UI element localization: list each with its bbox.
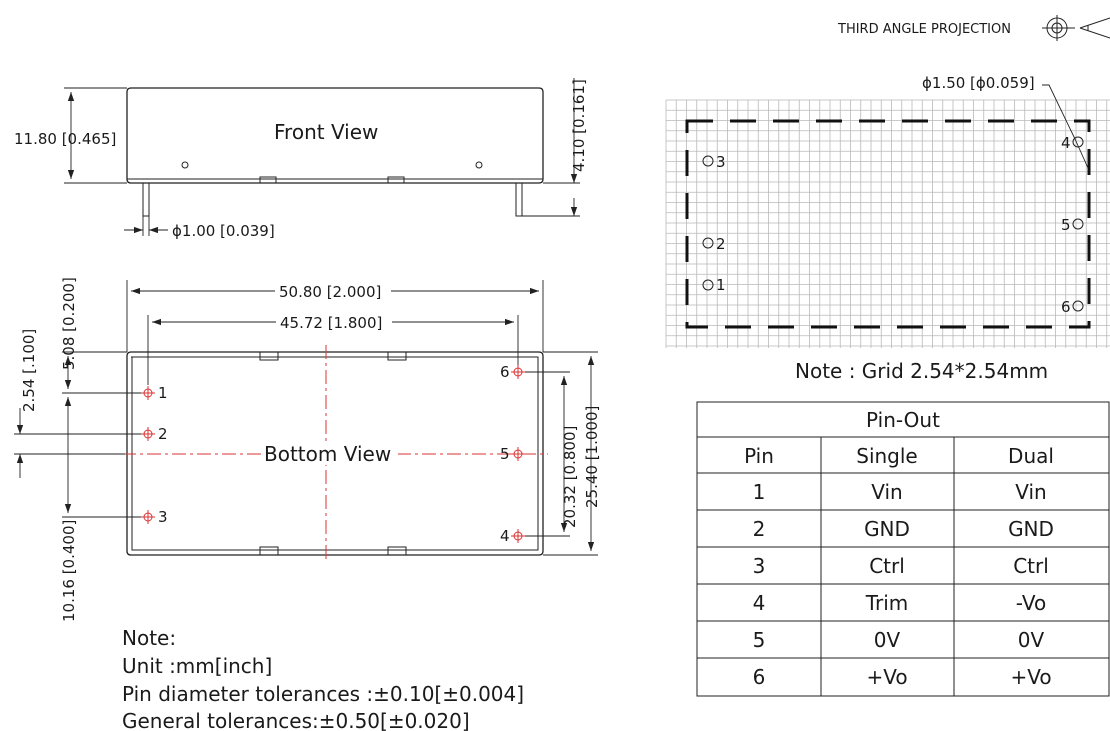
bottom-pin-2: 2	[141, 425, 168, 443]
projection-label: THIRD ANGLE PROJECTION	[837, 22, 1011, 37]
pinout-cell: 5	[753, 628, 766, 652]
front-pin-right	[515, 182, 523, 217]
grid-hole-5: 5	[1061, 216, 1084, 234]
bottom-pin-5: 5	[500, 445, 525, 463]
bottom-pin-2-label: 2	[158, 425, 168, 443]
note-line-unit: Unit :mm[inch]	[122, 654, 272, 678]
pinout-cell: Ctrl	[869, 554, 905, 578]
projection-symbol-icon	[1042, 15, 1110, 41]
grid-hole-1: 1	[702, 276, 726, 294]
pin-row-span-dim: 20.32 [0.800]	[561, 426, 579, 528]
footprint-grid	[665, 99, 1110, 348]
pinout-cell: +Vo	[1010, 665, 1051, 689]
grid-hole-4: 4	[1061, 134, 1084, 152]
grid-hole-6: 6	[1061, 298, 1084, 316]
notes-heading: Note:	[122, 626, 176, 650]
pin-pitch-dim: 2.54 [.100]	[20, 329, 38, 412]
pinout-cell: 0V	[874, 628, 901, 652]
grid-pin-2-label: 2	[716, 235, 726, 253]
pinout-cell: 4	[753, 591, 766, 615]
bottom-view: Bottom View 1 2 3 6 5	[14, 277, 601, 622]
front-height-dim: 11.80 [0.465]	[14, 130, 116, 148]
notes: Note: Unit :mm[inch] Pin diameter tolera…	[122, 626, 524, 731]
grid-pin-6-label: 6	[1061, 298, 1071, 316]
bottom-view-title: Bottom View	[264, 442, 391, 466]
front-view: Front View 11.80 [0.465] 4.10 [0.161] ϕ1…	[14, 78, 588, 240]
front-pin-diameter-dim: ϕ1.00 [0.039]	[172, 222, 275, 240]
front-view-outline	[126, 87, 544, 184]
note-line-pin-tolerance: Pin diameter tolerances :±0.10[±0.004]	[122, 682, 524, 706]
front-pin-length-dim: 4.10 [0.161]	[570, 79, 588, 172]
front-pin-left	[142, 182, 150, 217]
bottom-pin-6: 6	[500, 363, 525, 381]
grid-footprint-view: 3 2 1 4 5 6 ϕ1.50 [ϕ0.059] Note : Grid 2…	[665, 72, 1110, 383]
bottom-pin-5-label: 5	[500, 445, 510, 463]
front-pin-mark-left	[181, 161, 189, 169]
grid-hole-2: 2	[702, 235, 726, 253]
pinout-cell: Vin	[871, 480, 902, 504]
offset-to-pin1-dim: 5.08 [0.200]	[60, 277, 78, 370]
front-pin-mark-right	[475, 161, 483, 169]
pinout-cell: 0V	[1018, 628, 1045, 652]
bottom-pin-1-label: 1	[158, 384, 168, 402]
third-angle-projection: THIRD ANGLE PROJECTION	[837, 15, 1110, 41]
pinout-cell: 3	[753, 554, 766, 578]
pinout-header-single: Single	[856, 444, 917, 468]
pinout-header-dual: Dual	[1008, 444, 1054, 468]
bottom-pin-3-label: 3	[158, 508, 168, 526]
pinout-cell: Trim	[865, 591, 909, 615]
bottom-pin-6-label: 6	[500, 363, 510, 381]
grid-pin-3-label: 3	[716, 153, 726, 171]
bottom-pin-4: 4	[500, 527, 525, 545]
front-view-title: Front View	[274, 120, 378, 144]
pinout-cell: Ctrl	[1013, 554, 1049, 578]
pinout-cell: 2	[753, 517, 766, 541]
pin1-to-pin3-dim: 10.16 [0.400]	[60, 520, 78, 622]
pinout-cell: -Vo	[1016, 591, 1046, 615]
grid-hole-3: 3	[702, 153, 726, 171]
pinout-cell: GND	[1008, 517, 1054, 541]
pinout-cell: +Vo	[866, 665, 907, 689]
bottom-pin-1: 1	[141, 384, 168, 402]
pinout-title: Pin-Out	[866, 408, 940, 432]
hole-diameter-dim: ϕ1.50 [ϕ0.059]	[922, 74, 1035, 92]
grid-pin-1-label: 1	[716, 276, 726, 294]
note-line-general-tolerance: General tolerances:±0.50[±0.020]	[122, 709, 470, 731]
pinout-cell: 6	[753, 665, 766, 689]
pinout-header-pin: Pin	[744, 444, 774, 468]
pinout-cell: 1	[753, 480, 766, 504]
bottom-view-outline	[126, 351, 544, 556]
bottom-pin-4-label: 4	[500, 527, 510, 545]
pinout-table: Pin-Out Pin Single Dual 1 Vin Vin 2 GND …	[696, 401, 1110, 697]
overall-length-dim: 50.80 [2.000]	[279, 283, 381, 301]
pinout-cell: Vin	[1015, 480, 1046, 504]
bottom-pin-3: 3	[141, 508, 168, 526]
grid-pin-5-label: 5	[1061, 216, 1071, 234]
grid-note: Note : Grid 2.54*2.54mm	[795, 359, 1048, 383]
pinout-cell: GND	[864, 517, 910, 541]
grid-pin-4-label: 4	[1061, 134, 1071, 152]
footprint-outline	[685, 119, 1091, 329]
pin-span-dim: 45.72 [1.800]	[280, 314, 382, 332]
overall-width-dim: 25.40 [1.000]	[583, 406, 601, 508]
